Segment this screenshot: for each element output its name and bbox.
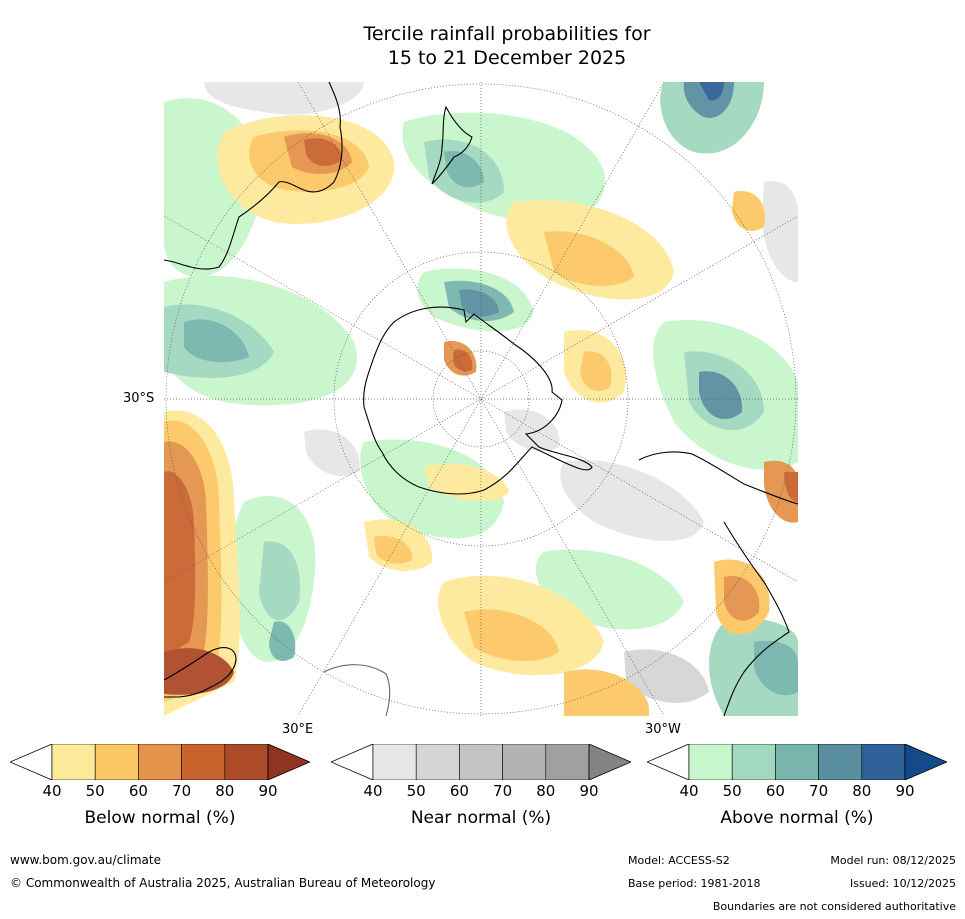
footer-base-period: Base period: 1981-2018 [628,877,761,890]
colorbar-1-bin-3 [502,744,547,780]
new-zealand-outline [431,105,473,185]
colorbar-0-tick-70: 70 [172,782,192,800]
colorbar-2-bin-1 [731,744,776,780]
title-line-2: 15 to 21 December 2025 [387,47,627,69]
graticule [164,82,798,716]
colorbar-2-bin-0 [688,744,733,780]
colorbar-1-bin-2 [459,744,503,780]
polar-map [164,82,798,716]
title-line-1: Tercile rainfall probabilities for [363,23,651,45]
colorbar-1-tick-40: 40 [363,782,383,800]
graticule-circle-2 [333,251,629,547]
colorbar-0-tick-80: 80 [215,782,235,800]
colorbar-1-high-arrow [588,744,631,780]
colorbar-2-tick-90: 90 [895,782,915,800]
lat-label-30s: 30°S [123,391,155,406]
colorbar-1-bin-1 [415,744,460,780]
colorbar-1-low-arrow [331,744,374,780]
colorbar-0-bin-4 [224,744,269,780]
lon-label-30w: 30°W [645,722,681,737]
probability-field [164,82,798,716]
africa-coast-east [323,664,391,716]
chart-title: Tercile rainfall probabilities for 15 to… [0,22,965,70]
colorbar-0-tick-60: 60 [128,782,148,800]
footer-url[interactable]: www.bom.gov.au/climate [10,853,161,867]
antarctica-outline [363,306,593,495]
footer-model-run: Model run: 08/12/2025 [830,854,956,867]
meridian-diag-4 [297,82,665,716]
colorbar-0-bin-1 [94,744,139,780]
colorbar-2-bin-3 [818,744,863,780]
colorbar-1-bin-0 [372,744,417,780]
lon-label-30e: 30°E [282,722,314,737]
colorbar-1-bin-4 [545,744,590,780]
colorbar-below-label: Below normal (%) [84,808,236,828]
footer-issued: Issued: 10/12/2025 [849,877,956,890]
colorbar-1-tick-80: 80 [536,782,556,800]
colorbar-above-label: Above normal (%) [720,808,874,828]
colorbar-0-high-arrow [267,744,310,780]
colorbar-0-bin-0 [51,744,96,780]
colorbar-2-tick-60: 60 [765,782,785,800]
colorbar-2-tick-80: 80 [852,782,872,800]
south-america-outline [638,451,798,716]
graticule-circle-1 [432,350,530,448]
australia-outline [164,82,343,270]
colorbar-0-tick-90: 90 [258,782,278,800]
colorbar-2-tick-40: 40 [679,782,699,800]
colorbar-2-bin-4 [861,744,906,780]
footer-copyright: © Commonwealth of Australia 2025, Austra… [10,876,436,890]
colorbar-1-tick-60: 60 [449,782,469,800]
colorbar-above-normal [647,744,947,780]
coastlines [164,82,798,716]
colorbar-2-low-arrow [647,744,690,780]
colorbar-2-tick-70: 70 [809,782,829,800]
colorbar-near-normal [331,744,631,780]
africa-outline [164,647,237,698]
colorbar-1-tick-90: 90 [579,782,599,800]
colorbar-below-normal [10,744,310,780]
colorbar-2-tick-50: 50 [722,782,742,800]
colorbar-0-bin-3 [181,744,226,780]
colorbar-0-bin-2 [138,744,182,780]
colorbar-0-tick-40: 40 [42,782,62,800]
colorbar-0-tick-50: 50 [85,782,105,800]
footer-model: Model: ACCESS-S2 [628,854,730,867]
colorbar-0-low-arrow [10,744,53,780]
colorbar-2-bin-2 [775,744,819,780]
graticule-circle-3 [165,83,797,715]
colorbar-near-label: Near normal (%) [410,808,552,828]
colorbar-1-tick-50: 50 [406,782,426,800]
colorbar-2-high-arrow [904,744,947,780]
colorbar-1-tick-70: 70 [493,782,513,800]
footer-disclaimer: Boundaries are not considered authoritat… [712,900,956,913]
